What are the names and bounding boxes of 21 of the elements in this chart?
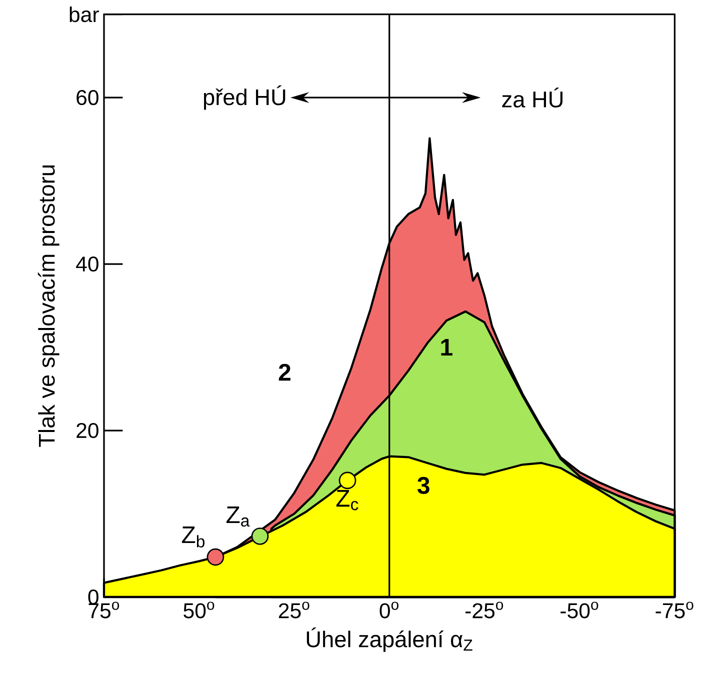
x-tick-label: -50$^{o}$ (560, 602, 598, 618)
series-label: Z$_{a}$ (226, 506, 250, 527)
series-label: Z$_{c}$ (336, 490, 358, 510)
x-tick-label: 0$^{o}$ (380, 602, 398, 618)
text: 2 (278, 364, 290, 381)
annotation: před HÚ (204, 85, 286, 110)
y-tick-label: 40 (76, 256, 98, 272)
x-tick-label: -75$^{o}$ (656, 602, 694, 618)
y-tick-label: 60 (76, 90, 98, 106)
annotation: za HÚ (502, 88, 562, 108)
x-tick-label: 50$^{o}$ (184, 602, 214, 618)
x-axis-title: Úhel zapálení α$_{Z}$ (306, 627, 472, 652)
series-label: 3 (417, 476, 430, 494)
y-tick-label: bar (70, 6, 99, 22)
x-tick-label: -25$^{o}$ (465, 602, 504, 618)
y-axis-title: Tlak ve spalovacím prostoru (38, 165, 60, 447)
series-label: 1 (441, 339, 452, 356)
y-tick-label: 20 (76, 422, 98, 438)
x-tick-label: 25$^{o}$ (278, 602, 310, 618)
series-label: Z$_{b}$ (182, 526, 204, 548)
x-tick-label: 75$^{o}$ (88, 602, 120, 618)
